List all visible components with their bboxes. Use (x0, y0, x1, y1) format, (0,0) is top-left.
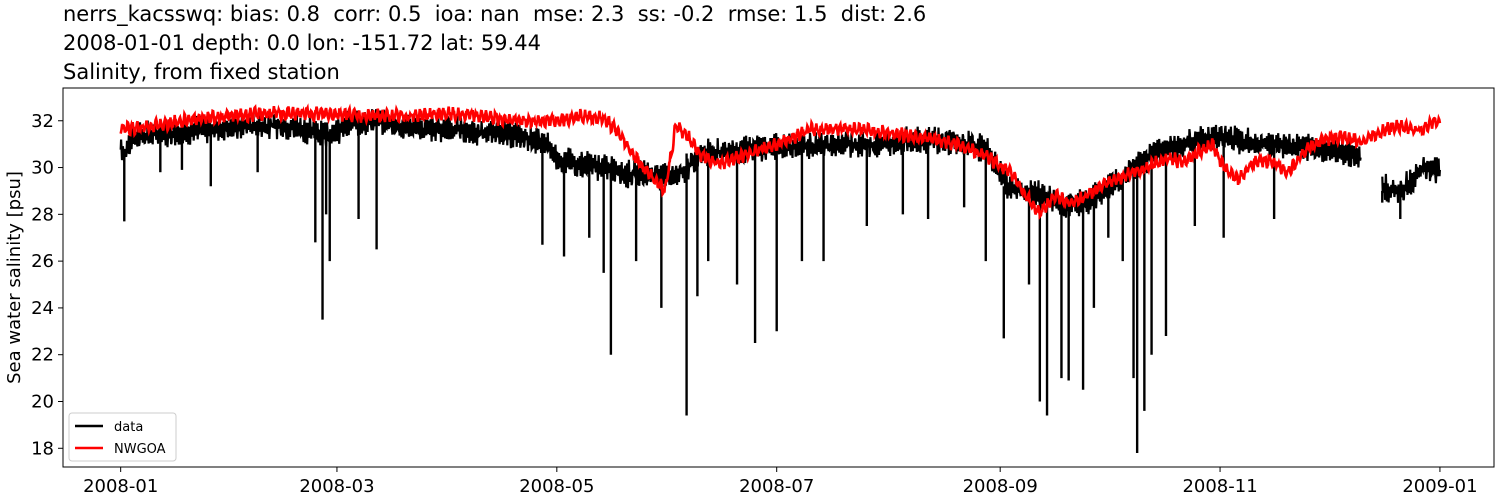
y-tick-label: 24 (31, 298, 54, 319)
y-tick-label: 18 (31, 438, 54, 459)
series-line-nwgoa (119, 103, 1442, 221)
y-tick-label: 26 (31, 251, 54, 272)
y-axis: 18 20 22 24 26 28 30 32 (31, 111, 63, 459)
chart-title-location: 2008-01-01 depth: 0.0 lon: -151.72 lat: … (63, 31, 541, 55)
x-tick-label: 2008-03 (299, 476, 374, 497)
y-tick-label: 30 (31, 158, 54, 179)
x-axis: 2008-01 2008-03 2008-05 2008-07 2008-09 2008-… (83, 467, 1478, 497)
x-tick-label: 2008-05 (519, 476, 594, 497)
y-tick-label: 28 (31, 204, 54, 225)
legend: data NWGOA (68, 412, 177, 462)
x-tick-label: 2008-11 (1182, 476, 1257, 497)
x-tick-label: 2008-07 (739, 476, 814, 497)
y-tick-label: 32 (31, 111, 54, 132)
legend-label-nwgoa: NWGOA (114, 442, 166, 457)
x-tick-label: 2008-09 (963, 476, 1038, 497)
chart-title-stats: nerrs_kacsswq: bias: 0.8 corr: 0.5 ioa: … (63, 2, 927, 26)
legend-label-data: data (114, 420, 143, 435)
y-tick-label: 22 (31, 345, 54, 366)
y-tick-label: 20 (31, 391, 54, 412)
y-axis-label: Sea water salinity [psu] (4, 171, 25, 384)
series-line-data (119, 109, 1441, 218)
chart-title-variable: Salinity, from fixed station (63, 60, 340, 84)
x-tick-label: 2009-01 (1402, 476, 1477, 497)
x-tick-label: 2008-01 (83, 476, 158, 497)
chart-title-block: nerrs_kacsswq: bias: 0.8 corr: 0.5 ioa: … (63, 0, 926, 87)
data-spikes (123, 120, 1402, 453)
plot-content (119, 103, 1442, 453)
axes-frame (62, 87, 1495, 468)
